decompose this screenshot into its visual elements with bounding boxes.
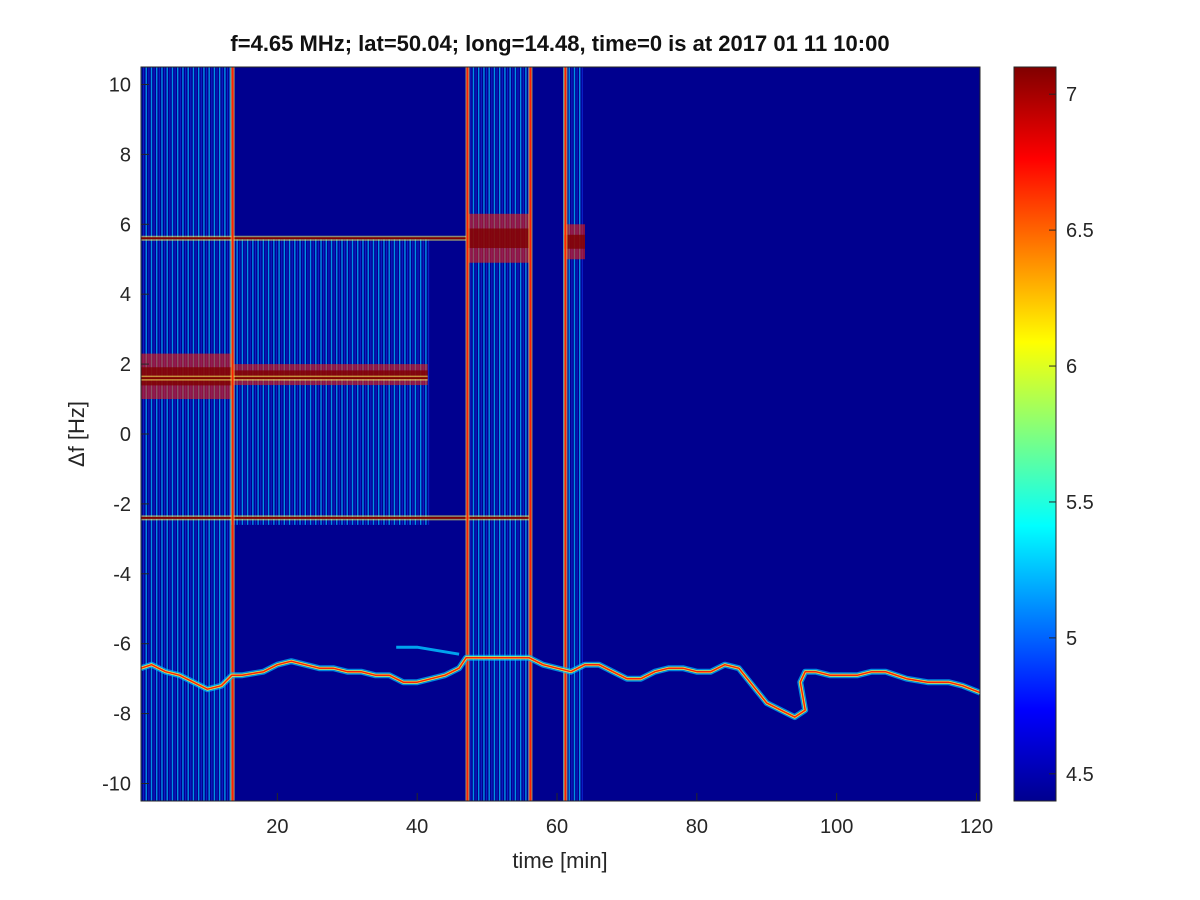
y-tick-label: 6 bbox=[120, 214, 131, 236]
colorbar-tick-label: 5 bbox=[1066, 628, 1077, 650]
x-axis-label: time [min] bbox=[512, 848, 607, 873]
plot-area bbox=[140, 66, 981, 802]
colorbar-tick-label: 6 bbox=[1066, 356, 1077, 378]
x-tick-label: 100 bbox=[820, 816, 853, 838]
y-axis-label: Δf [Hz] bbox=[64, 401, 89, 467]
chart-title: f=4.65 MHz; lat=50.04; long=14.48, time=… bbox=[230, 31, 889, 56]
x-axis: 20 40 60 80 100 120 bbox=[266, 793, 993, 838]
x-tick-label: 40 bbox=[406, 816, 428, 838]
y-tick-label: -4 bbox=[113, 564, 131, 586]
hot-band-core bbox=[231, 370, 428, 379]
y-axis: 10 8 6 4 2 0 -2 -4 -6 -8 -10 bbox=[102, 74, 149, 796]
colorbar-tick-label: 4.5 bbox=[1066, 764, 1094, 786]
y-tick-label: 4 bbox=[120, 284, 131, 306]
x-tick-label: 60 bbox=[546, 816, 568, 838]
hot-band-core bbox=[563, 234, 585, 249]
hot-band-core bbox=[468, 228, 530, 249]
y-tick-label: -8 bbox=[113, 704, 131, 726]
heatmap-background bbox=[141, 67, 980, 801]
colorbar: 7 6.5 6 5.5 5 4.5 bbox=[1013, 66, 1094, 802]
y-tick-label: 2 bbox=[120, 354, 131, 376]
y-tick-label: 10 bbox=[109, 74, 131, 96]
y-tick-label: -2 bbox=[113, 494, 131, 516]
colorbar-gradient bbox=[1013, 66, 1057, 802]
x-tick-label: 80 bbox=[686, 816, 708, 838]
colorbar-tick-label: 5.5 bbox=[1066, 492, 1094, 514]
y-tick-label: 0 bbox=[120, 424, 131, 446]
x-tick-label: 20 bbox=[266, 816, 288, 838]
trace-secondary bbox=[396, 645, 460, 656]
colorbar-tick-label: 7 bbox=[1066, 84, 1077, 106]
y-tick-label: -6 bbox=[113, 634, 131, 656]
colorbar-tick-label: 6.5 bbox=[1066, 220, 1094, 242]
y-tick-label: 8 bbox=[120, 144, 131, 166]
y-tick-label: -10 bbox=[102, 774, 131, 796]
trace-line bbox=[141, 656, 980, 718]
x-tick-label: 120 bbox=[960, 816, 993, 838]
